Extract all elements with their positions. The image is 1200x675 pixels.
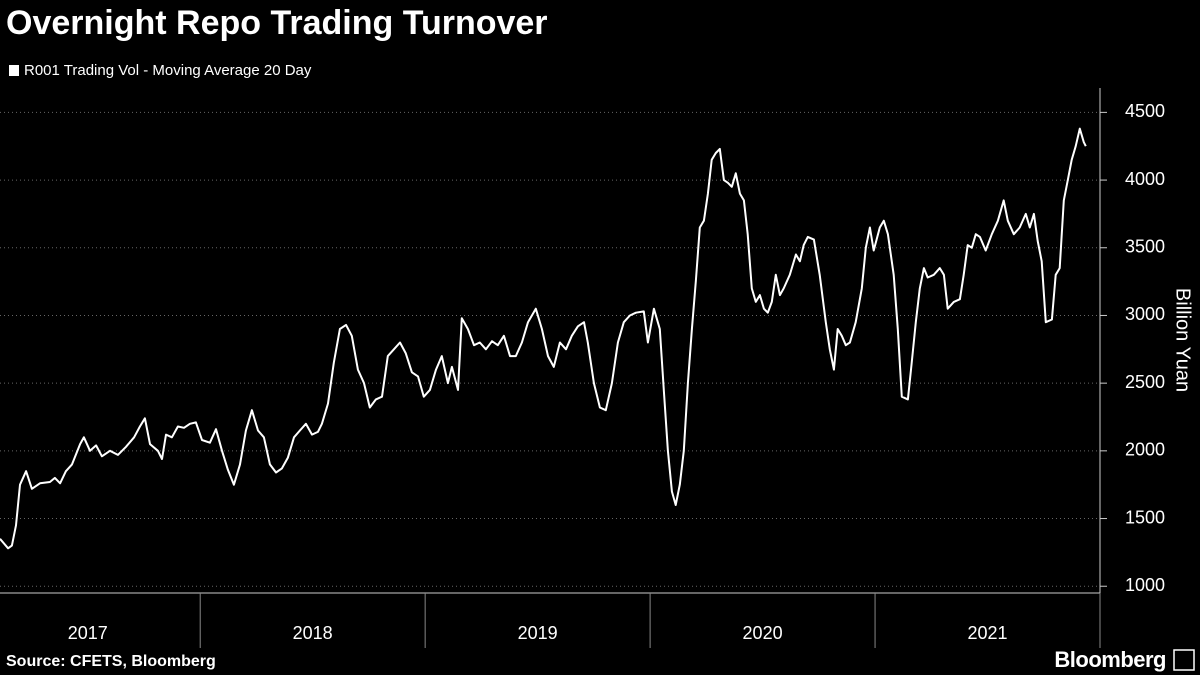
brand-icon [1173, 649, 1195, 671]
y-tick-label: 3500 [1125, 237, 1165, 257]
y-tick-label: 2500 [1125, 372, 1165, 392]
y-tick-label: 1000 [1125, 575, 1165, 595]
y-tick-label: 2000 [1125, 440, 1165, 460]
x-tick-label: 2020 [743, 623, 783, 643]
chart-title: Overnight Repo Trading Turnover [6, 4, 548, 42]
source: Source: CFETS, Bloomberg [6, 653, 216, 670]
legend-swatch [9, 65, 19, 76]
series-line [0, 127, 1087, 550]
y-tick-label: 3000 [1125, 304, 1165, 324]
y-tick-label: 4000 [1125, 169, 1165, 189]
x-tick-label: 2019 [518, 623, 558, 643]
y-tick-label: 1500 [1125, 507, 1165, 527]
y-axis-title: Billion Yuan [1172, 288, 1194, 392]
brand: Bloomberg [1054, 647, 1166, 672]
x-tick-label: 2018 [293, 623, 333, 643]
y-tick-label: 4500 [1125, 101, 1165, 121]
x-tick-label: 2017 [68, 623, 108, 643]
legend-label: R001 Trading Vol - Moving Average 20 Day [24, 62, 312, 79]
x-tick-label: 2021 [968, 623, 1008, 643]
